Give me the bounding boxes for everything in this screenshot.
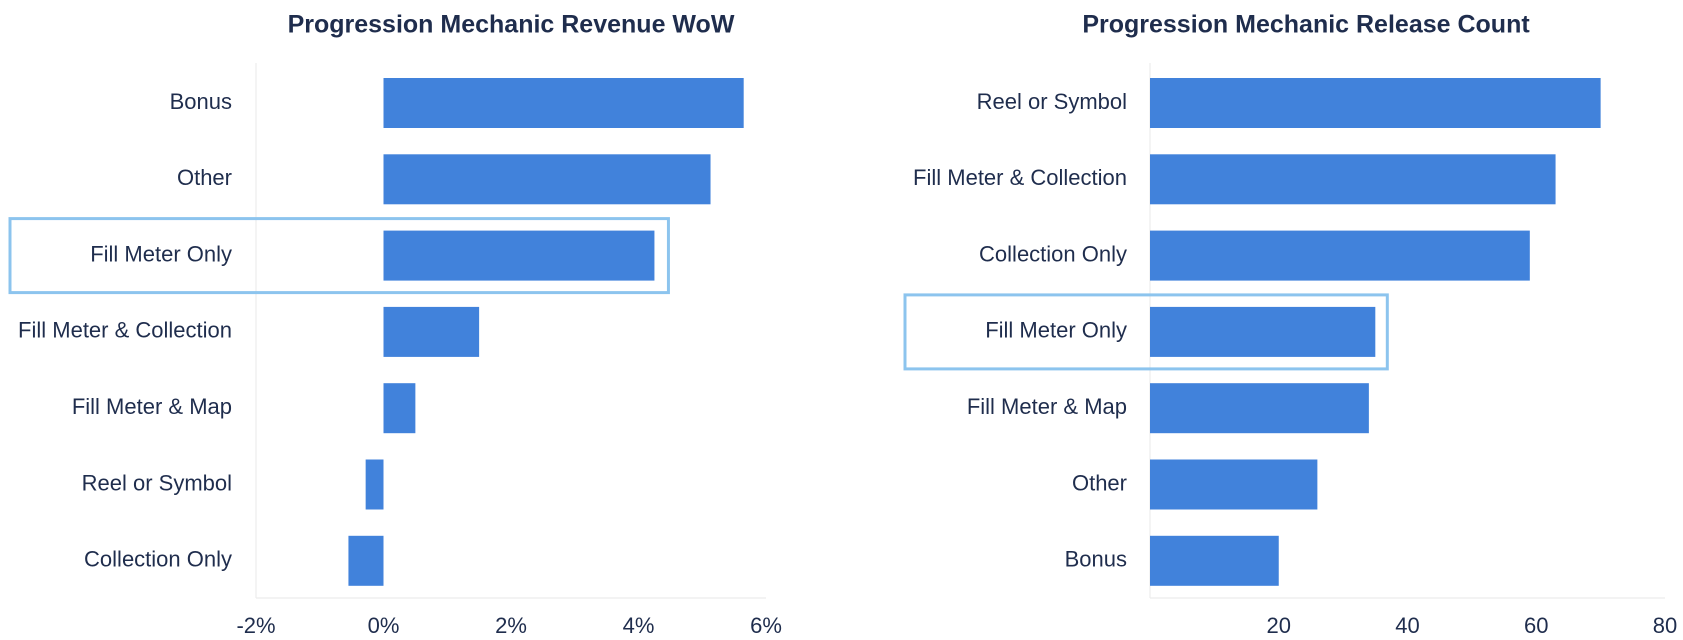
bar (383, 306, 480, 357)
bar (1150, 230, 1530, 281)
x-tick-label: 60 (1524, 613, 1548, 638)
category-label: Other (1072, 470, 1127, 495)
bar (1150, 383, 1369, 434)
x-tick-label: 20 (1267, 613, 1291, 638)
bar (383, 154, 711, 205)
chart-title: Progression Mechanic Release Count (1082, 11, 1530, 39)
category-label: Bonus (1065, 547, 1127, 572)
category-label: Other (177, 165, 232, 190)
bar (1150, 459, 1318, 510)
bar (1150, 78, 1601, 128)
category-label: Reel or Symbol (977, 89, 1127, 114)
bar (348, 535, 384, 586)
category-label: Fill Meter & Map (967, 394, 1127, 419)
x-tick-label: 2% (495, 613, 527, 638)
bar (1150, 306, 1376, 357)
chart-title: Progression Mechanic Revenue WoW (288, 11, 735, 39)
bar (383, 230, 655, 281)
chart-2: Progression Mechanic Release Count Reel o… (903, 11, 1677, 638)
x-tick-label: 40 (1395, 613, 1419, 638)
bar (1150, 535, 1279, 586)
x-tick-label: 80 (1653, 613, 1677, 638)
highlight-box (8, 217, 670, 295)
category-label: Fill Meter & Collection (18, 318, 232, 343)
x-tick-label: 6% (750, 613, 782, 638)
category-label: Bonus (170, 89, 232, 114)
x-tick-label: -2% (236, 613, 275, 638)
category-label: Fill Meter & Collection (913, 165, 1127, 190)
category-label: Fill Meter Only (985, 318, 1127, 343)
bar (383, 383, 416, 434)
x-tick-label: 4% (623, 613, 655, 638)
category-label: Reel or Symbol (82, 470, 232, 495)
category-label: Fill Meter Only (90, 241, 232, 266)
category-label: Collection Only (979, 241, 1127, 266)
chart-1: Progression Mechanic Revenue WoW Bonus Oth… (8, 11, 782, 638)
highlight-box (903, 293, 1389, 371)
category-label: Collection Only (84, 547, 232, 572)
category-label: Fill Meter & Map (72, 394, 232, 419)
bar (365, 459, 384, 510)
bar (1150, 154, 1556, 205)
bar (383, 78, 744, 128)
x-tick-label: 0% (368, 613, 400, 638)
